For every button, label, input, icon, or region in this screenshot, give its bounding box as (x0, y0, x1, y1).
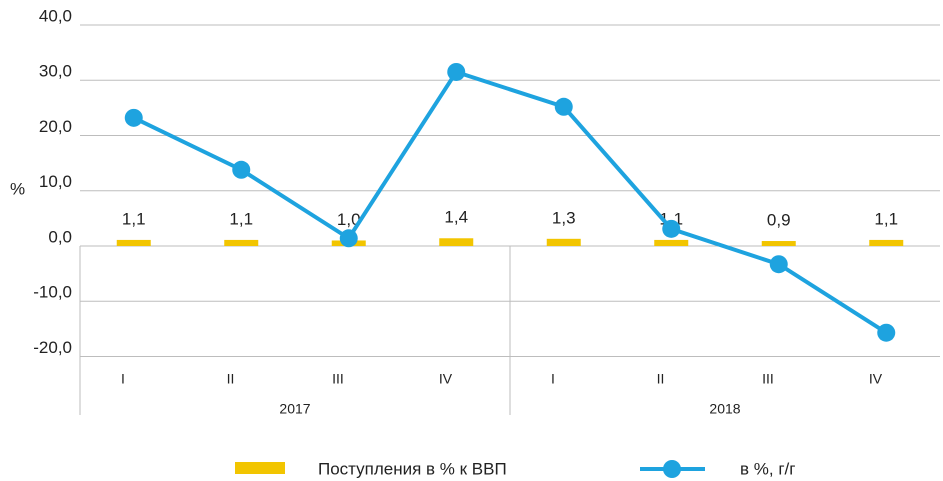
bar (761, 241, 796, 246)
legend-label: Поступления в % к ВВП (318, 459, 507, 478)
x-tick-label: II (227, 371, 235, 387)
line-point (339, 229, 358, 248)
group-label: 2017 (279, 401, 310, 417)
x-tick-label: III (762, 371, 774, 387)
line-point (662, 219, 681, 238)
line-point (554, 97, 573, 116)
y-tick-label: 40,0 (39, 6, 72, 25)
legend-swatch (663, 460, 681, 478)
y-tick-label: -10,0 (33, 283, 72, 302)
y-tick-label: 20,0 (39, 117, 72, 136)
bar (546, 238, 581, 246)
y-tick-label: 0,0 (48, 227, 72, 246)
x-tick-label: IV (869, 371, 883, 387)
y-tick-label: 30,0 (39, 62, 72, 81)
y-tick-label: -20,0 (33, 338, 72, 357)
group-label: 2018 (709, 401, 740, 417)
data-label: 1,1 (122, 209, 146, 228)
bar (224, 239, 259, 246)
legend-swatch (235, 462, 285, 474)
bar (439, 238, 474, 246)
bar (116, 239, 151, 246)
data-label: 0,9 (767, 211, 791, 230)
data-label: 1,1 (874, 209, 898, 228)
line-point (769, 255, 788, 274)
line-point (447, 62, 466, 81)
data-label: 1,0 (337, 210, 361, 229)
x-tick-label: III (332, 371, 344, 387)
line-point (877, 323, 896, 342)
x-tick-label: IV (439, 371, 453, 387)
y-axis-label: % (10, 179, 25, 198)
y-tick-label: 10,0 (39, 172, 72, 191)
bar (869, 239, 904, 246)
data-label: 1,4 (444, 208, 468, 227)
data-label: 1,3 (552, 208, 576, 227)
legend-label: в %, г/г (740, 459, 795, 478)
x-tick-label: II (657, 371, 665, 387)
data-label: 1,1 (229, 209, 253, 228)
bar (654, 239, 689, 246)
line (132, 69, 888, 335)
line-point (232, 160, 251, 179)
x-tick-label: I (121, 371, 125, 387)
line-point (124, 108, 143, 127)
x-tick-label: I (551, 371, 555, 387)
